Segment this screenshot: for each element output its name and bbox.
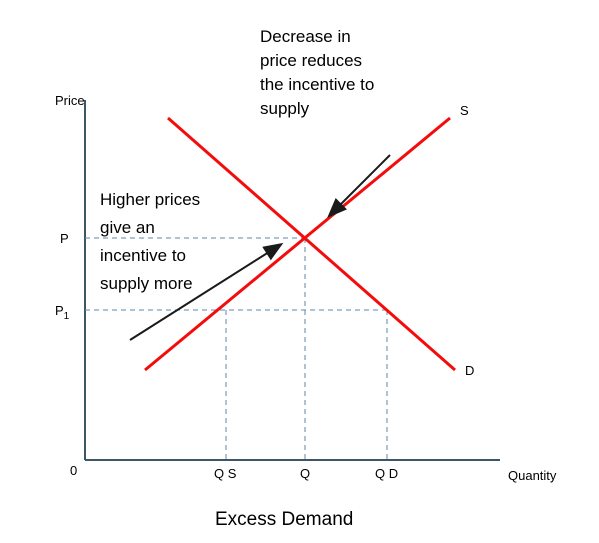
origin-label: 0 <box>70 463 77 478</box>
chart-title: Excess Demand <box>215 509 353 530</box>
annotation-top-line: price reduces <box>260 51 362 70</box>
annotation-left-line: give an <box>100 218 155 237</box>
p1-label-sub: 1 <box>64 311 70 322</box>
x-axis-label: Quantity <box>508 468 557 483</box>
annotation-left: Higher prices give an incentive to suppl… <box>100 190 205 293</box>
supply-curve <box>145 118 450 370</box>
annotation-left-line: supply more <box>100 274 193 293</box>
qs-label: Q S <box>214 466 237 481</box>
demand-curve <box>168 118 455 370</box>
annotation-top-arrow <box>330 155 390 215</box>
supply-label: S <box>460 103 469 118</box>
annotation-top-line: Decrease in <box>260 27 351 46</box>
annotation-left-line: incentive to <box>100 246 186 265</box>
qd-label: Q D <box>375 466 398 481</box>
annotation-left-line: Higher prices <box>100 190 200 209</box>
demand-label: D <box>465 363 474 378</box>
q-label: Q <box>300 466 310 481</box>
p-label: P <box>60 231 69 246</box>
annotation-top-line: supply <box>260 99 310 118</box>
p1-label: P1 <box>55 303 70 322</box>
supply-demand-diagram: Price Quantity 0 S D P P1 Q S Q Q D Decr… <box>0 0 599 543</box>
p1-label-main: P <box>55 303 64 318</box>
y-axis-label: Price <box>55 93 85 108</box>
annotation-top: Decrease in price reduces the incentive … <box>260 27 379 118</box>
annotation-top-line: the incentive to <box>260 75 374 94</box>
